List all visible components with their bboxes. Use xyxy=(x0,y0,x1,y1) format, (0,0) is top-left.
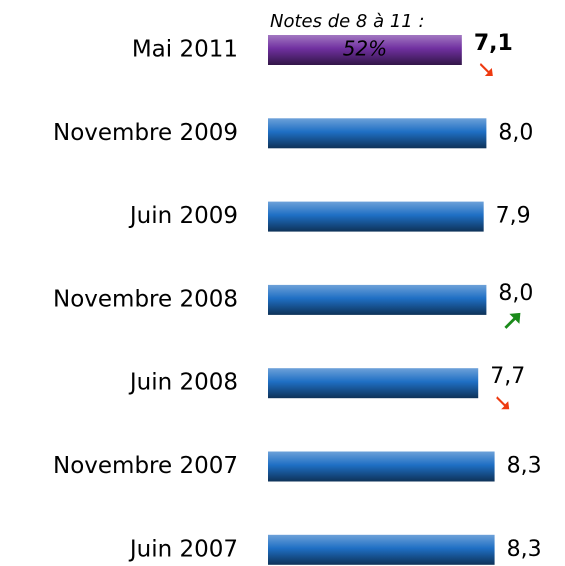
bar xyxy=(268,368,479,399)
category-label: Juin 2008 xyxy=(128,370,238,396)
category-label: Juin 2009 xyxy=(128,203,238,229)
category-label: Mai 2011 xyxy=(132,37,238,63)
category-label: Juin 2007 xyxy=(128,536,238,562)
bar xyxy=(268,118,487,149)
trend-arrow xyxy=(496,396,510,410)
category-label: Novembre 2008 xyxy=(53,286,238,312)
share-label: 52% xyxy=(343,37,387,61)
value-label: 7,7 xyxy=(490,364,525,389)
value-label: 7,9 xyxy=(496,204,531,229)
value-label: 8,3 xyxy=(507,537,542,562)
category-label: Novembre 2009 xyxy=(53,120,238,146)
annotation: Notes de 8 à 11 : xyxy=(270,11,425,32)
value-label: 8,0 xyxy=(498,120,533,145)
bar xyxy=(268,451,495,482)
value-label: 8,3 xyxy=(507,454,542,479)
category-label: Novembre 2007 xyxy=(53,453,238,479)
value-label: 7,1 xyxy=(474,31,513,56)
bar xyxy=(268,534,495,565)
bar xyxy=(268,35,462,65)
bar xyxy=(268,284,487,315)
trend-arrow xyxy=(479,63,493,76)
trend-arrow xyxy=(504,312,521,329)
value-label: 8,0 xyxy=(498,281,533,306)
bar xyxy=(268,201,484,232)
